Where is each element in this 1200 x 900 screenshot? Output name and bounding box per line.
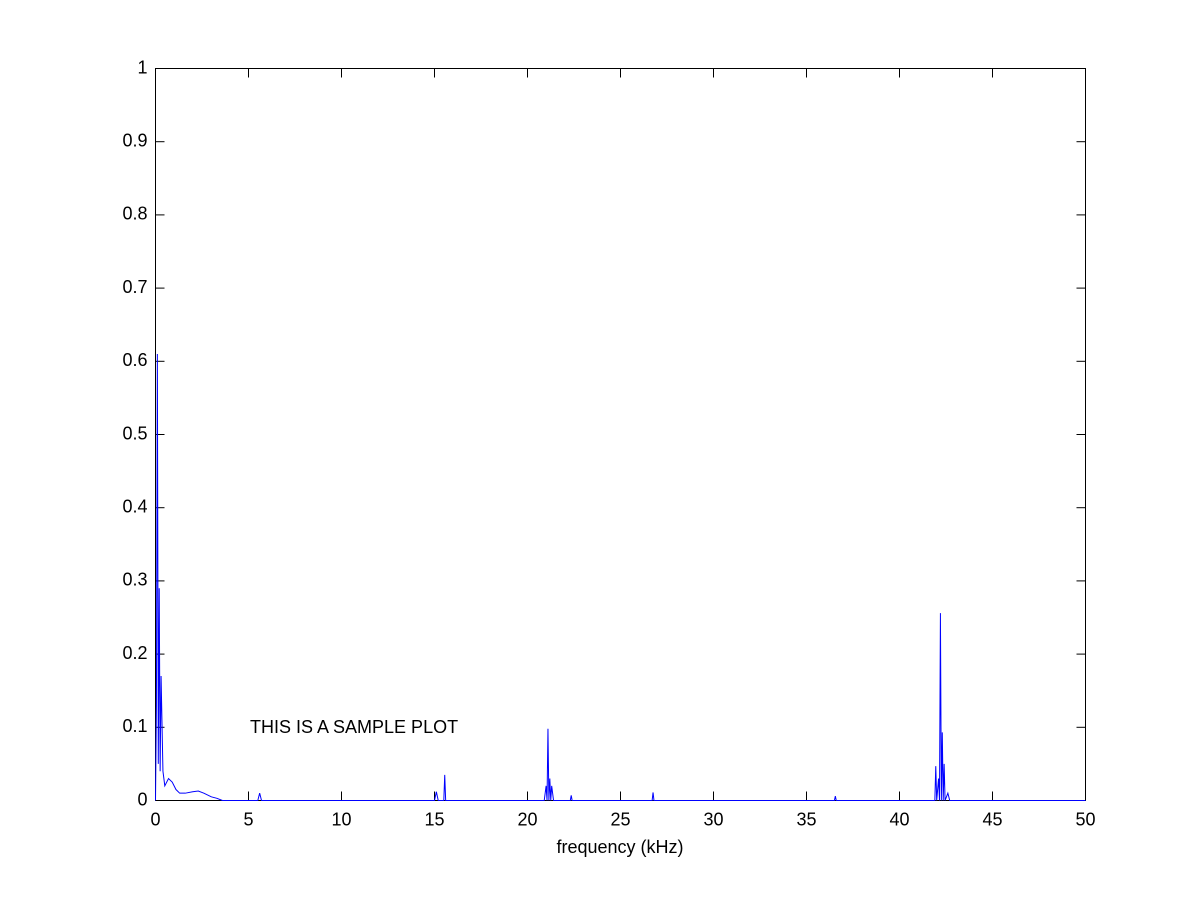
annotation: THIS IS A SAMPLE PLOT bbox=[250, 717, 458, 737]
x-tick-label: 50 bbox=[1075, 809, 1095, 829]
x-tick-label: 10 bbox=[331, 809, 351, 829]
x-tick-label: 40 bbox=[889, 809, 909, 829]
x-tick-label: 20 bbox=[517, 809, 537, 829]
y-tick-label: 0 bbox=[137, 789, 147, 809]
x-tick-label: 35 bbox=[796, 809, 816, 829]
x-tick-label: 5 bbox=[243, 809, 253, 829]
y-tick-label: 0.6 bbox=[122, 350, 147, 370]
y-tick-label: 0.9 bbox=[122, 130, 147, 150]
y-tick-label: 1 bbox=[137, 57, 147, 77]
y-tick-label: 0.1 bbox=[122, 716, 147, 736]
y-tick-label: 0.2 bbox=[122, 643, 147, 663]
y-tick-label: 0.4 bbox=[122, 496, 147, 516]
spectrum-line bbox=[155, 353, 1086, 801]
x-tick-label: 45 bbox=[982, 809, 1002, 829]
y-tick-label: 0.5 bbox=[122, 423, 147, 443]
x-tick-label: 25 bbox=[610, 809, 630, 829]
x-axis-label: frequency (kHz) bbox=[556, 837, 683, 857]
y-tick-label: 0.3 bbox=[122, 570, 147, 590]
y-tick-label: 0.7 bbox=[122, 277, 147, 297]
x-tick-label: 0 bbox=[150, 809, 160, 829]
x-tick-label: 30 bbox=[703, 809, 723, 829]
y-tick-label: 0.8 bbox=[122, 204, 147, 224]
x-tick-label: 15 bbox=[424, 809, 444, 829]
